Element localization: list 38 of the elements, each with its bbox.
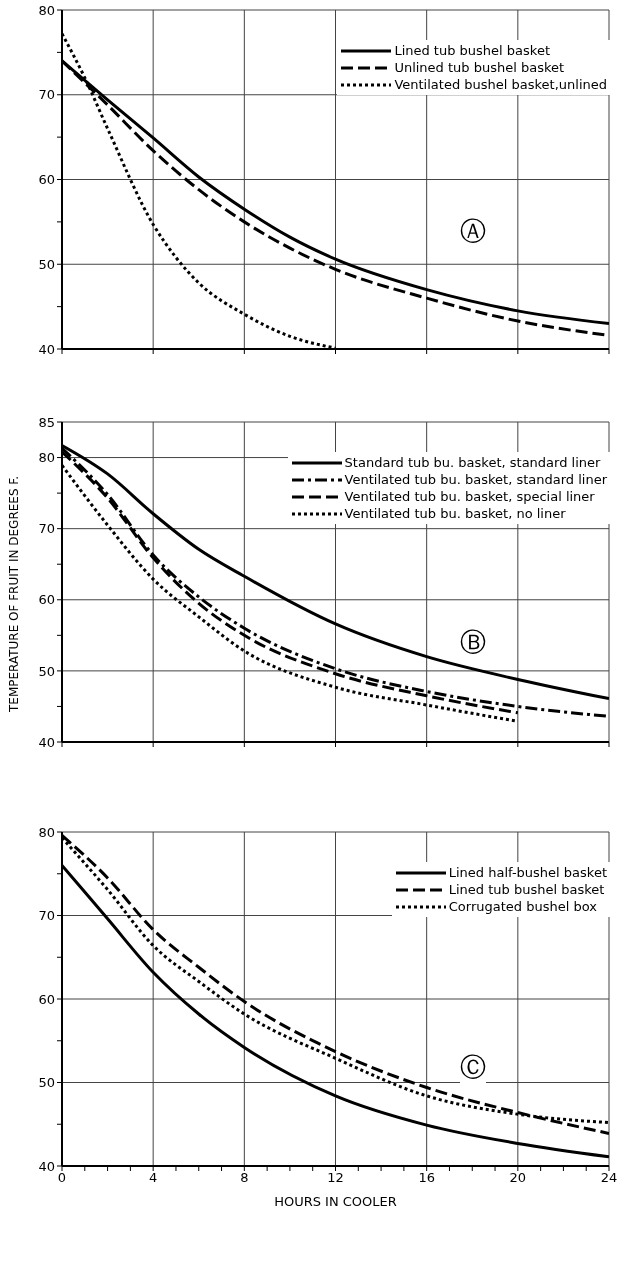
legend-label: Lined tub bushel basket [394, 42, 550, 59]
y-tick-label: 70 [38, 87, 55, 103]
y-tick-label: 40 [38, 341, 55, 357]
x-axis-title: HOURS IN COOLER [274, 1194, 397, 1209]
y-tick-label: 60 [38, 172, 55, 188]
legend-label: Ventilated tub bu. basket, no liner [344, 505, 566, 522]
legend-label: Ventilated tub bu. basket, standard liner [344, 471, 607, 488]
annotation: Ⓑ [460, 625, 486, 661]
y-tick-label: 80 [38, 450, 55, 466]
x-tick-label: 16 [418, 1170, 435, 1186]
x-tick-label: 0 [57, 1170, 67, 1186]
legend-label: Corrugated bushel box [448, 898, 597, 915]
y-axis-title: TEMPERATURE OF FRUIT IN DEGREES F. [7, 475, 22, 713]
y-tick-label: 40 [38, 734, 55, 750]
y-tick-label: 80 [38, 824, 55, 840]
y-tick-label: 85 [38, 414, 55, 430]
x-tick-label: 24 [600, 1170, 618, 1186]
y-tick-label: 60 [38, 592, 55, 608]
legend-label: Lined half-bushel basket [448, 864, 607, 881]
legend-label: Ventilated bushel basket,unlined [394, 76, 607, 93]
annotation: Ⓐ [460, 214, 486, 250]
y-tick-label: 70 [38, 521, 55, 537]
y-tick-label: 50 [38, 663, 55, 679]
y-tick-label: 60 [38, 991, 55, 1007]
x-tick-label: 12 [327, 1170, 344, 1186]
x-tick-label: 20 [509, 1170, 527, 1186]
legend-label: Standard tub bu. basket, standard liner [344, 454, 601, 471]
y-tick-label: 40 [38, 1158, 55, 1174]
legend-label: Unlined tub bushel basket [394, 59, 565, 76]
y-tick-label: 70 [38, 908, 55, 924]
annotation: Ⓒ [460, 1050, 486, 1086]
legend-label: Lined tub bushel basket [448, 881, 605, 898]
y-tick-label: 50 [38, 1075, 55, 1091]
y-tick-label: 50 [38, 256, 55, 272]
legend-label: Ventilated tub bu. basket, special liner [344, 488, 595, 505]
x-tick-label: 4 [149, 1170, 158, 1186]
y-tick-label: 80 [38, 2, 55, 18]
x-tick-label: 8 [240, 1170, 249, 1186]
